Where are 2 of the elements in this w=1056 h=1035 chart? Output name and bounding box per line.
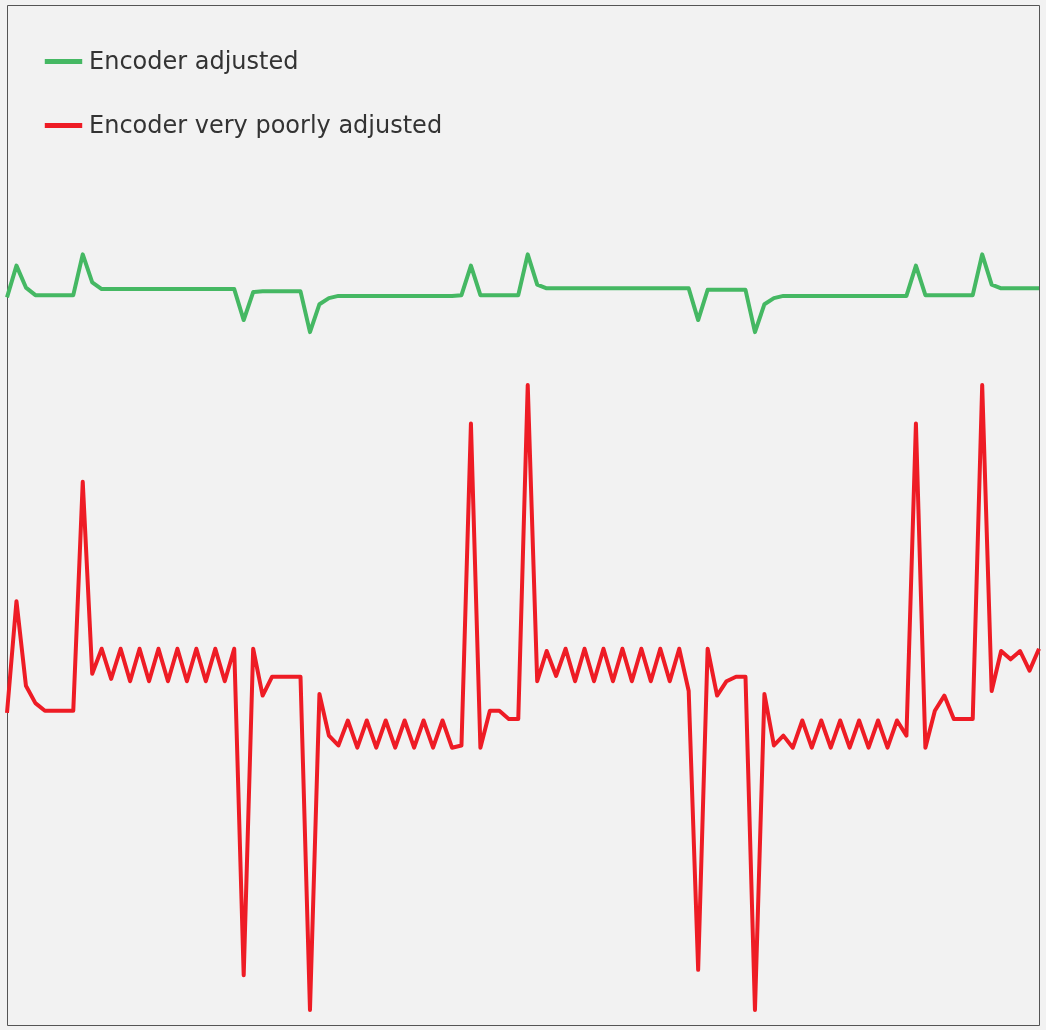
legend-label: Encoder very poorly adjusted xyxy=(89,110,443,139)
legend-label: Encoder adjusted xyxy=(89,46,299,75)
